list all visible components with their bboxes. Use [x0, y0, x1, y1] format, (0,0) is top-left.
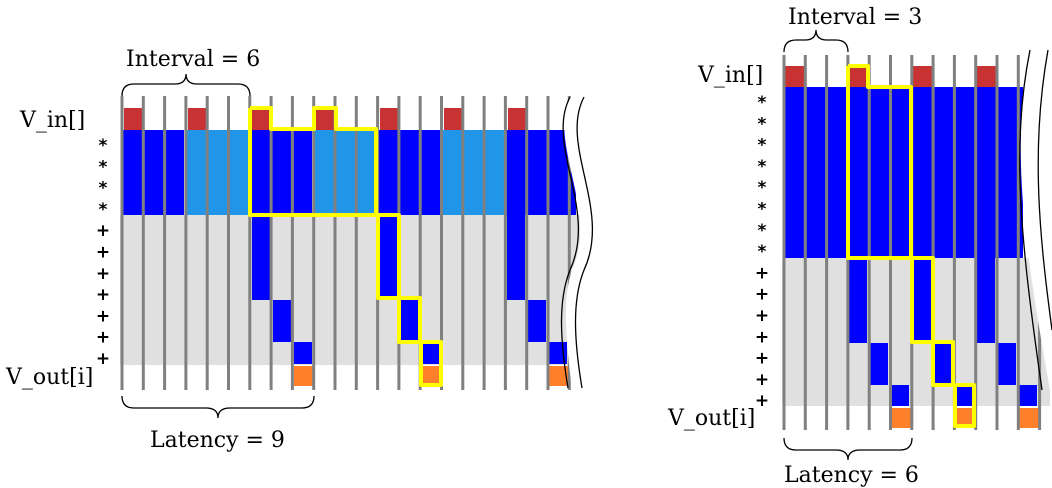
stage-operators: ****+++++++	[96, 136, 110, 369]
output-sample	[955, 408, 975, 428]
add-stage-symbol: +	[755, 285, 769, 305]
add-stage-symbol: +	[96, 328, 110, 348]
interval-label: Interval = 6	[126, 47, 260, 72]
stage-operators: ********+++++++	[755, 93, 769, 411]
right-pipeline: Interval = 3 Latency = 6 V_in[] V_out[i]…	[667, 5, 1052, 488]
latency-label: Latency = 6	[784, 463, 919, 488]
adder-step	[998, 343, 1016, 385]
cutoff-curve	[574, 96, 594, 389]
add-stage-symbol: +	[755, 391, 769, 411]
input-sample	[976, 66, 996, 87]
multiply-stage-symbol: *	[758, 221, 767, 241]
adder-step	[379, 215, 397, 300]
interval-brace	[121, 73, 251, 97]
multiply-stage-symbol: *	[99, 157, 108, 177]
add-stage-symbol: +	[755, 306, 769, 326]
adder-step	[849, 258, 867, 343]
adder-step	[273, 300, 291, 342]
multiplier-block	[442, 130, 504, 215]
latency-label: Latency = 9	[150, 428, 285, 453]
input-label: V_in[]	[19, 108, 85, 133]
highlight-path	[846, 64, 976, 428]
input-sample	[912, 66, 932, 87]
output-sample	[549, 366, 569, 386]
input-sample	[316, 108, 336, 130]
adder-step	[528, 300, 546, 342]
multiplier-block	[783, 87, 1023, 258]
input-sample	[252, 108, 272, 130]
add-stage-symbol: +	[96, 221, 110, 241]
adder-step	[1019, 385, 1037, 406]
adder-step	[891, 385, 909, 406]
multiply-stage-symbol: *	[758, 114, 767, 134]
adder-step	[955, 385, 973, 406]
multiply-stage-symbol: *	[758, 93, 767, 113]
add-stage-symbol: +	[96, 243, 110, 263]
latency-brace	[783, 437, 913, 461]
multiply-stage-symbol: *	[99, 179, 108, 199]
adder-stage-background	[120, 215, 580, 365]
latency-brace	[121, 395, 315, 419]
adder-step	[400, 300, 418, 342]
input-sample	[848, 66, 868, 87]
input-label: V_in[]	[697, 63, 763, 88]
input-sample	[124, 108, 144, 130]
output-label: V_out[i]	[667, 406, 755, 431]
interval-label: Interval = 3	[788, 5, 922, 30]
add-stage-symbol: +	[96, 285, 110, 305]
input-sample	[508, 108, 528, 130]
add-stage-symbol: +	[755, 370, 769, 390]
input-sample	[380, 108, 400, 130]
add-stage-symbol: +	[96, 264, 110, 284]
cutoff-curve	[560, 96, 580, 389]
add-stage-symbol: +	[755, 263, 769, 283]
multiply-stage-symbol: *	[99, 200, 108, 220]
multiplier-block	[314, 130, 376, 215]
adder-step	[252, 215, 270, 300]
multiplier-block	[250, 130, 312, 215]
output-sample	[891, 408, 911, 428]
multiply-stage-symbol: *	[758, 178, 767, 198]
cutoff-curve	[1037, 49, 1052, 331]
adder-step	[977, 258, 995, 343]
multiply-stage-symbol: *	[758, 157, 767, 177]
multiplier-block	[122, 130, 184, 215]
cutoff-curve	[1019, 49, 1043, 391]
adder-step	[870, 343, 888, 385]
adder-step	[934, 343, 952, 385]
adder-step	[294, 342, 312, 364]
multiply-stage-symbol: *	[99, 136, 108, 156]
multiply-stage-symbol: *	[758, 136, 767, 156]
highlight-path	[248, 106, 443, 387]
adder-step	[507, 215, 525, 300]
multiply-stage-symbol: *	[758, 242, 767, 262]
add-stage-symbol: +	[96, 349, 110, 369]
interval-brace	[783, 29, 849, 53]
output-sample	[1019, 408, 1039, 428]
multiply-stage-symbol: *	[758, 200, 767, 220]
input-sample	[444, 108, 464, 130]
multiplier-block	[186, 130, 248, 215]
output-label: V_out[i]	[5, 365, 93, 390]
adder-step	[422, 342, 440, 364]
multiplier-block	[378, 130, 440, 215]
input-sample	[785, 66, 805, 87]
multiplier-block	[506, 130, 576, 215]
output-sample	[422, 366, 442, 386]
left-pipeline: Interval = 6 Latency = 9 V_in[] V_out[i]…	[5, 47, 594, 453]
input-sample	[188, 108, 208, 130]
add-stage-symbol: +	[96, 306, 110, 326]
output-sample	[294, 366, 314, 386]
add-stage-symbol: +	[755, 327, 769, 347]
add-stage-symbol: +	[755, 349, 769, 369]
adder-step	[913, 258, 931, 343]
